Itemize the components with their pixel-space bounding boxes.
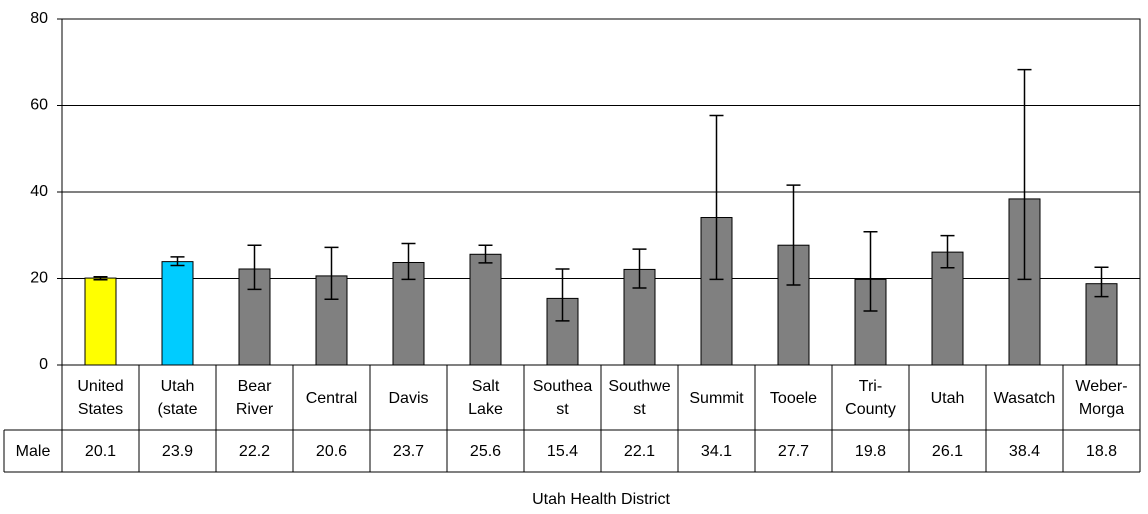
table-value: 23.9 [162, 443, 193, 460]
x-tick-label: Tri-County [845, 378, 896, 418]
table-value: 22.1 [624, 443, 655, 460]
x-tick-label: United States [77, 378, 124, 418]
error-bar [1094, 266, 1109, 298]
x-axis-title: Utah Health District [532, 491, 670, 508]
error-bar [93, 276, 108, 281]
table-value: 25.6 [470, 443, 501, 460]
table-value: 23.7 [393, 443, 424, 460]
x-tick-label: Utah (state [157, 378, 198, 418]
legend-label: Male [16, 443, 51, 460]
error-bar [786, 184, 801, 286]
y-tick-label: 60 [30, 97, 48, 114]
table-value: 22.2 [239, 443, 270, 460]
error-bar [401, 242, 416, 281]
error-bar [1017, 68, 1032, 281]
bar [931, 251, 964, 366]
error-bar [863, 231, 878, 312]
bar [84, 277, 117, 366]
error-bar [324, 246, 339, 301]
x-tick-label: Wasatch [993, 389, 1056, 407]
table-value: 26.1 [932, 443, 963, 460]
error-bar [170, 256, 185, 267]
table-value: 18.8 [1086, 443, 1117, 460]
error-bar [709, 114, 724, 281]
y-tick-label: 0 [39, 356, 48, 373]
x-tick-label: Bear River [235, 378, 274, 418]
x-tick-label: Southwest [608, 378, 671, 418]
error-bar [247, 244, 262, 291]
x-tick-label: Davis [388, 389, 429, 407]
table-value: 20.1 [85, 443, 116, 460]
x-tick-label: Utah [930, 389, 965, 407]
y-tick-label: 40 [30, 183, 48, 200]
table-value: 20.6 [316, 443, 347, 460]
x-tick-label: Southeast [532, 378, 593, 418]
x-tick-label: Salt Lake [468, 378, 503, 418]
x-tick-label: Central [305, 389, 358, 407]
x-tick-label: Tooele [769, 389, 818, 407]
y-tick-label: 80 [30, 10, 48, 27]
error-bar [940, 234, 955, 269]
table-value: 19.8 [855, 443, 886, 460]
table-value: 15.4 [547, 443, 578, 460]
table-value: 38.4 [1009, 443, 1040, 460]
x-tick-label: Summit [689, 389, 744, 407]
bar [161, 261, 194, 366]
y-tick-label: 20 [30, 270, 48, 287]
table-value: 27.7 [778, 443, 809, 460]
table-value: 34.1 [701, 443, 732, 460]
error-bar [632, 248, 647, 289]
x-tick-label: Weber-Morga [1075, 378, 1128, 418]
error-bar [478, 244, 493, 264]
error-bar [555, 268, 570, 322]
bar [469, 253, 502, 366]
